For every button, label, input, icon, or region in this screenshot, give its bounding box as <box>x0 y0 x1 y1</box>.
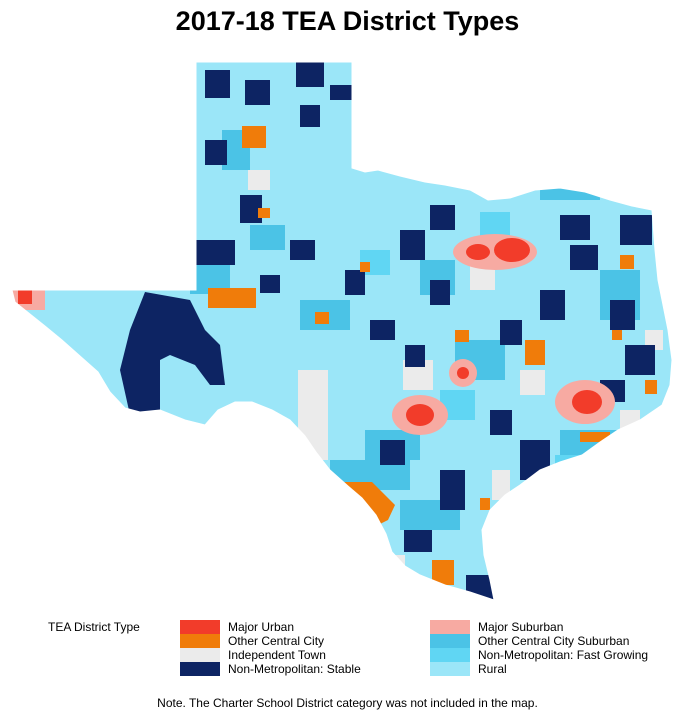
legend-label: Other Central City Suburban <box>478 634 630 648</box>
legend: TEA District Type Major Urban Other Cent… <box>0 612 695 682</box>
district-polygons <box>12 62 672 600</box>
legend-item-non-metro-stable: Non-Metropolitan: Stable <box>180 662 361 676</box>
legend-label: Major Suburban <box>478 620 564 634</box>
map-title: 2017-18 TEA District Types <box>175 6 520 36</box>
legend-label: Other Central City <box>228 634 325 648</box>
legend-item-major-urban: Major Urban <box>180 620 294 634</box>
legend-item-independent-town: Independent Town <box>180 648 326 662</box>
texas-district-map <box>11 61 673 601</box>
legend-label: Non-Metropolitan: Stable <box>228 662 361 676</box>
legend-swatch <box>180 648 220 662</box>
major-urban-patches <box>18 238 602 426</box>
legend-label: Independent Town <box>228 648 326 662</box>
legend-swatch <box>180 620 220 634</box>
legend-swatch <box>430 662 470 676</box>
legend-item-other-central-city-suburban: Other Central City Suburban <box>430 634 629 648</box>
legend-label: Major Urban <box>228 620 295 634</box>
legend-swatch <box>180 662 220 676</box>
legend-item-rural: Rural <box>430 662 507 676</box>
map-note: Note. The Charter School District catego… <box>157 696 538 710</box>
legend-item-major-suburban: Major Suburban <box>430 620 563 634</box>
legend-swatch <box>430 634 470 648</box>
legend-title: TEA District Type <box>48 620 140 634</box>
legend-swatch <box>180 634 220 648</box>
legend-swatch <box>430 620 470 634</box>
legend-label: Non-Metropolitan: Fast Growing <box>478 648 649 662</box>
legend-item-other-central-city: Other Central City <box>180 634 324 648</box>
legend-label: Rural <box>478 662 507 676</box>
legend-item-non-metro-fast-growing: Non-Metropolitan: Fast Growing <box>430 648 648 662</box>
legend-swatch <box>430 648 470 662</box>
state-outline <box>11 61 673 601</box>
